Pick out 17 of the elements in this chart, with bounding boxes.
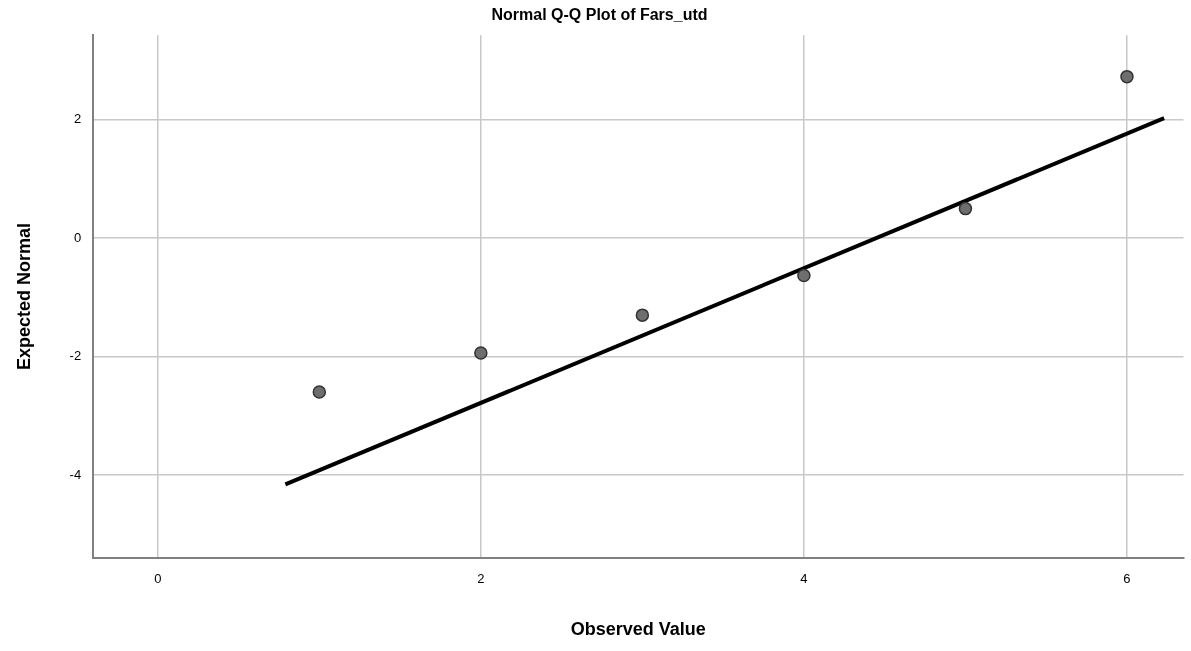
point — [635, 308, 650, 322]
x-tick-label: 4 — [800, 571, 808, 587]
y-axis-title: Expected Normal — [13, 222, 34, 371]
point — [312, 385, 327, 399]
y-tick-label: 0 — [73, 229, 82, 245]
x-tick-label: 0 — [154, 571, 162, 587]
y-tick-label: -2 — [69, 348, 82, 364]
y-tick-label: -4 — [69, 466, 82, 482]
x-tick-label: 6 — [1123, 571, 1131, 587]
point — [797, 268, 811, 283]
chart-title: Normal Q-Q Plot of Fars_utd — [491, 6, 708, 24]
point — [1120, 69, 1134, 84]
x-axis-title: Observed Value — [570, 619, 706, 640]
y-tick-label: 2 — [73, 111, 82, 127]
point — [958, 201, 973, 216]
x-tick-label: 2 — [477, 571, 485, 587]
point — [474, 346, 488, 360]
